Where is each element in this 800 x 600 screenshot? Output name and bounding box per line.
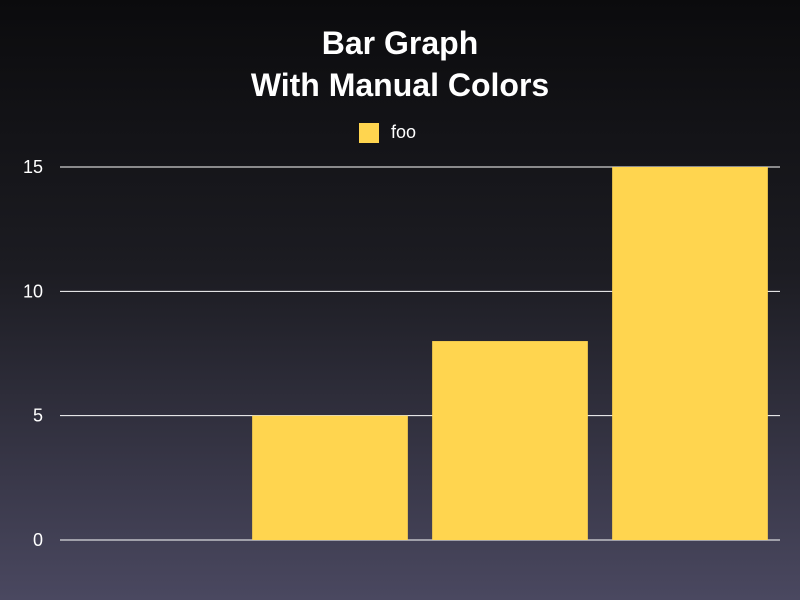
bar-3 [612, 167, 768, 540]
y-tick-label-0: 0 [33, 530, 43, 550]
bar-1 [252, 415, 408, 540]
y-tick-labels: 0 5 10 15 [23, 157, 43, 550]
legend: foo [359, 122, 416, 143]
y-tick-label-10: 10 [23, 281, 43, 301]
chart-title-line-2: With Manual Colors [250, 67, 550, 103]
y-tick-label-15: 15 [23, 157, 43, 177]
bar-2 [432, 341, 588, 540]
legend-swatch-foo [359, 122, 379, 143]
y-tick-label-5: 5 [33, 406, 43, 426]
chart-title: Bar Graph With Manual Colors [0, 22, 800, 106]
bars [252, 167, 768, 540]
legend-label-foo: foo [391, 122, 417, 142]
chart-title-line-1: Bar Graph [321, 25, 479, 61]
